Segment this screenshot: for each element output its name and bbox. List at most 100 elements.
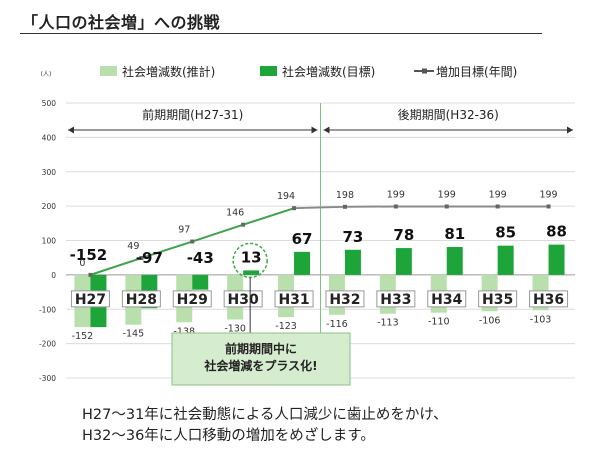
legend-swatch-2 [260,66,277,76]
category-label: H36 [533,292,564,308]
legend-label-3: 増加目標(年間) [436,65,517,79]
target-line-marker [546,204,551,209]
title-underline [20,33,542,34]
category-label-box [478,290,518,308]
target-line-marker [190,239,195,244]
estimate-data-label: -152 [72,331,94,342]
callout-text: 前期期間中に [225,341,297,356]
target-bar [395,248,412,275]
target-line-marker [241,222,246,227]
target-data-label: 73 [343,228,364,246]
target-data-label: -152 [70,246,108,264]
legend-marker-3 [422,68,427,74]
period-arrow-head-right [567,126,573,134]
line-data-label: 49 [127,241,139,252]
category-label: H31 [278,292,309,308]
target-line-late [294,205,549,210]
y-tick-label: 0 [51,271,56,280]
target-bar [497,245,514,275]
estimate-data-label: -106 [479,315,501,326]
target-data-label: -43 [187,249,214,267]
target-bar [344,249,361,275]
line-data-label: 198 [336,190,354,201]
callout-box [171,332,351,386]
category-label: H30 [228,292,259,308]
y-tick-label: 400 [42,133,57,142]
category-label-box [121,290,161,308]
target-data-label: -97 [136,249,163,267]
line-data-label: 194 [277,191,295,202]
social-increase-chart: -300 -200 -100 0 100 200 300 400 500 (人) 社会増減数(推計)… [39,64,575,386]
line-data-label: 0 [79,258,85,269]
y-tick-label: 500 [42,99,57,108]
target-bar [294,251,311,275]
estimate-data-label: -113 [377,318,399,329]
y-tick-label: 300 [42,168,57,177]
target-bar [446,247,463,275]
estimate-data-label: -123 [275,321,297,332]
category-label: H27 [75,292,106,308]
target-data-label: 81 [444,225,465,243]
target-line-marker [393,204,398,209]
category-label: H29 [177,292,208,308]
category-label: H32 [329,292,360,308]
line-data-label: 199 [489,189,507,200]
category-label-box [172,290,212,308]
line-data-label: 199 [438,189,456,200]
y-unit-label: (人) [41,71,52,78]
category-label: H33 [380,292,411,308]
period-label-1: 前期期間(H27-31) [142,107,243,122]
line-data-label: 199 [539,189,557,200]
category-label-box [274,290,314,308]
target-bar [548,244,565,275]
footnote-line-2: H32～36年に人口移動の増加をめざします。 [82,428,375,444]
category-label: H35 [482,292,513,308]
target-line-marker [292,206,297,211]
footnote-line-1: H27～31年に社会動態による人口減少に歯止めをかけ、 [82,407,448,423]
target-data-label: 78 [393,226,414,244]
target-line-marker [342,204,347,209]
estimate-data-label: -110 [428,317,450,328]
period-arrow-head-right [311,126,318,134]
target-data-label: 85 [495,224,516,242]
page-title: 「人口の社会増」への挑戦 [22,13,221,32]
period-arrow-head-left [323,126,330,134]
estimate-data-label: -130 [224,324,246,335]
estimate-data-label: -103 [530,314,552,325]
line-data-label: 97 [178,225,190,236]
category-label: H34 [431,292,462,308]
y-tick-label: 100 [42,237,57,246]
period-arrow-head-left [68,126,74,134]
y-tick-label: -200 [39,340,56,349]
target-line-marker [88,272,93,277]
line-data-label: 146 [226,208,244,219]
category-label-box [427,290,467,308]
footnote: H27～31年に社会動態による人口減少に歯止めをかけ、 H32～36年に人口移動… [82,405,448,447]
target-data-label: 13 [241,248,262,266]
category-label: H28 [126,292,157,308]
estimate-data-label: -116 [326,319,348,330]
line-data-label: 199 [387,189,405,200]
target-data-label: 88 [546,223,567,241]
y-tick-label: -100 [39,305,56,314]
category-label-box [376,290,416,308]
category-label-box [70,290,110,308]
target-line-marker [444,204,449,209]
estimate-data-label: -138 [173,326,195,337]
target-line-marker [139,256,144,261]
legend-label-1: 社会増減数(推計) [122,64,215,79]
target-line-marker [495,204,500,209]
legend-swatch-1 [100,66,117,76]
target-bar [243,270,260,275]
callout-text: 社会増減をプラス化! [203,358,317,373]
y-tick-label: 200 [42,202,57,211]
period-label-2: 後期期間(H32-36) [398,108,499,122]
target-data-label: 67 [292,230,313,248]
legend-label-2: 社会増減数(目標) [282,64,375,79]
category-label-box [529,290,569,308]
y-tick-label: -300 [39,374,56,383]
estimate-data-label: -145 [123,329,145,340]
category-label-box [325,290,365,308]
target-bar [192,274,209,290]
category-label-box [223,290,263,308]
